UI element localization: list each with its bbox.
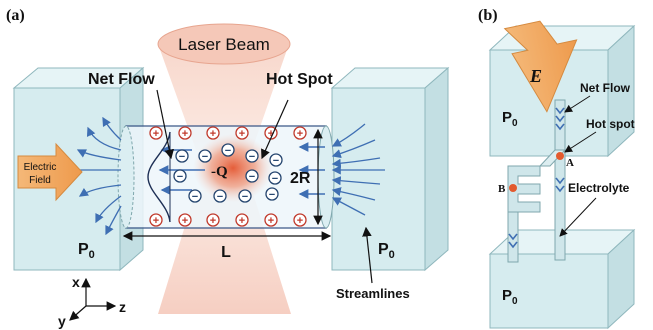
positive-charge: + [178,126,192,140]
svg-text:−: − [202,151,208,163]
positive-charge: + [235,126,249,140]
left-streamlines [64,116,122,236]
electric-field-label-2: Field [29,175,51,186]
positive-charge: + [149,213,163,227]
positive-charge: + [293,213,307,227]
electric-field-arrow: Electric Field [17,142,83,202]
svg-text:−: − [192,191,198,203]
radius-label: 2R [290,170,311,187]
net-flow-leader-b [564,95,591,113]
pressure-bottom-label: P0 [502,287,518,307]
panel-b-label: (b) [478,7,498,24]
svg-text:+: + [210,215,216,227]
negative-charge: − [268,171,282,185]
negative-charge: − [269,153,283,167]
negative-charge: − [245,149,259,163]
svg-text:+: + [239,215,245,227]
flow-profile [147,131,171,223]
svg-text:−: − [249,171,255,183]
negative-charge: − [213,189,227,203]
svg-text:+: + [297,128,303,140]
hot-spot-glow [193,134,273,202]
hot-spot-leader [261,99,289,160]
positive-charge: + [178,213,192,227]
electrolyte-leader [559,197,597,237]
electric-field-label-1: Electric [24,162,57,173]
negative-charge: − [221,143,235,157]
net-flow-label: Net Flow [88,71,155,88]
positive-charge: + [235,213,249,227]
net-flow-leader [156,89,175,160]
axis-x-label: x [72,274,80,290]
hot-spot-leader-b [564,131,597,153]
svg-text:−: − [272,173,278,185]
laser-beam-ellipse [157,23,291,65]
axis-y-label: y [58,313,66,329]
streamlines-label: Streamlines [336,286,410,301]
bottom-reservoir [488,228,636,330]
negative-charges: − − − − −− − −− − − − [173,143,283,203]
negative-charge: − [238,189,252,203]
svg-text:+: + [297,215,303,227]
svg-text:+: + [182,215,188,227]
charge-label: -Q [211,164,228,180]
positive-charge: + [264,213,278,227]
positive-charge: + [206,126,220,140]
point-a-label: A [566,157,574,169]
net-flow-label-b: Net Flow [580,81,631,95]
pressure-right-label: P0 [378,241,395,261]
svg-text:−: − [273,155,279,167]
field-arrow-b: E [503,20,578,113]
negative-charge: − [188,189,202,203]
electrolyte-label: Electrolyte [568,181,630,195]
svg-text:−: − [249,151,255,163]
svg-text:−: − [217,191,223,203]
positive-charge: + [206,213,220,227]
negative-charge: − [175,149,189,163]
svg-text:+: + [153,215,159,227]
hot-spot-b [509,184,517,192]
svg-text:−: − [179,151,185,163]
svg-text:−: − [269,189,275,201]
negative-charge: − [173,169,187,183]
coordinate-axes [69,277,117,321]
point-b-label: B [498,183,506,195]
length-label: L [221,244,231,261]
negative-charge: − [265,187,279,201]
hot-spot-a [556,152,564,160]
flow-chevrons-b [508,107,565,249]
positive-charge: + [293,126,307,140]
field-label-b: E [529,66,542,86]
svg-text:−: − [225,145,231,157]
svg-text:+: + [210,128,216,140]
svg-text:−: − [177,171,183,183]
hot-spot-label: Hot Spot [266,71,333,88]
svg-text:+: + [182,128,188,140]
right-reservoir [330,66,450,272]
pressure-top-label: P0 [502,109,518,129]
positive-charge: + [149,126,163,140]
pressure-left-label: P0 [78,241,95,261]
panel-a-label: (a) [6,7,25,24]
negative-charge: − [245,169,259,183]
svg-text:−: − [242,191,248,203]
axis-z-label: z [119,299,126,315]
negative-charge: − [198,149,212,163]
laser-beam-label: Laser Beam [178,35,270,54]
hot-spot-label-b: Hot spot [586,117,635,131]
svg-text:+: + [239,128,245,140]
streamlines-leader [362,226,373,284]
svg-text:+: + [268,128,274,140]
right-streamlines [331,123,385,216]
svg-text:+: + [153,128,159,140]
svg-text:+: + [268,215,274,227]
